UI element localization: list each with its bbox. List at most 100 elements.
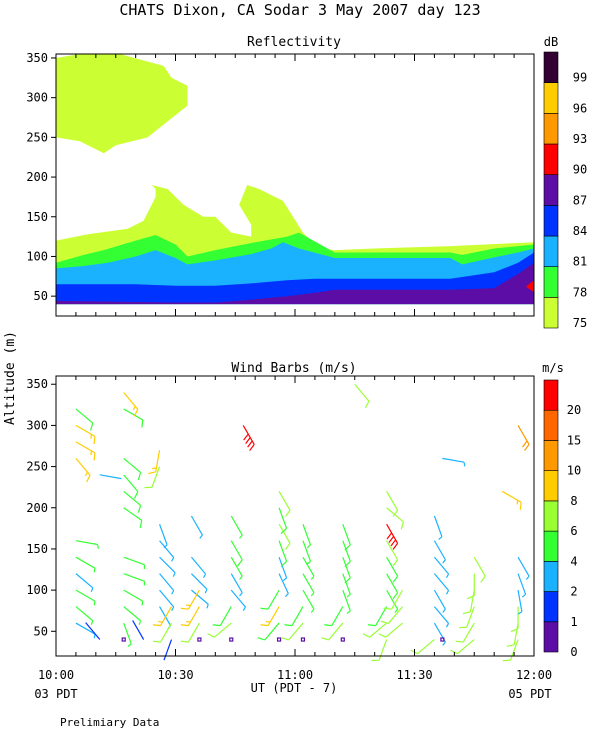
wind-barb [433, 515, 443, 540]
wind-barb-feather [388, 536, 395, 543]
wind-barb [230, 515, 243, 539]
wind-colorbar-label: 20 [567, 403, 581, 417]
wind-barb [517, 573, 527, 598]
reflectivity-colorbar-label: 81 [573, 255, 587, 269]
wind-barb-staff [123, 474, 139, 493]
wind-barb-feather [285, 509, 291, 517]
wind-barb-feather [344, 560, 351, 568]
wind-barb [371, 639, 388, 662]
wind-barb-half-feather [525, 575, 530, 580]
wind-barb-staff [342, 573, 351, 595]
wind-barb-staff [386, 540, 399, 561]
wind-barb [260, 606, 280, 627]
wind-barb-feather [367, 624, 376, 627]
contour-region-90-0 [526, 280, 534, 293]
reflectivity-colorbar-swatch [543, 235, 559, 267]
wind-barb [190, 515, 203, 539]
wind-barb-staff [386, 507, 404, 523]
wind-barb [180, 589, 200, 610]
wind-barb-half-feather [93, 601, 96, 606]
wind-colorbar-swatch [543, 379, 559, 411]
wind-barbs-plot-frame [55, 375, 535, 657]
wind-barb [278, 573, 289, 598]
wind-barb-feather [324, 624, 332, 627]
wind-barb-half-feather [90, 587, 94, 593]
wind-barb-staff [433, 606, 450, 624]
wind-barb-staff [302, 540, 312, 562]
wind-calm-marker [229, 637, 234, 642]
reflectivity-y-tick-label: 100 [26, 249, 48, 263]
wind-colorbar-swatch [543, 621, 559, 653]
wind-colorbar-label: 2 [570, 585, 577, 599]
wind-barb-feather [506, 644, 515, 648]
wind-barb-staff [291, 606, 304, 626]
reflectivity-colorbar-label: 78 [573, 285, 587, 299]
wind-colorbar-label: 1 [570, 615, 577, 629]
wind-barb-staff [75, 457, 91, 476]
wind-barb [85, 622, 101, 640]
wind-barb-staff [278, 540, 288, 562]
reflectivity-colorbar-label: 90 [573, 163, 587, 177]
wind-barb [207, 622, 232, 638]
wind-barb-half-feather [239, 534, 243, 539]
wind-barb-staff [517, 573, 527, 595]
wind-barb-staff [230, 515, 243, 536]
wind-barb-feather [152, 624, 161, 627]
wind-barb-staff [302, 524, 312, 546]
wind-barb-staff [288, 622, 304, 641]
wind-y-tick-label: 100 [26, 583, 48, 597]
wind-barb-staff [219, 606, 232, 626]
reflectivity-y-tick-label: 300 [26, 91, 48, 105]
wind-barb-feather [344, 577, 351, 584]
wind-barb [75, 556, 96, 573]
wind-barb [278, 507, 288, 535]
wind-colorbar-label: 15 [567, 433, 581, 447]
wind-barb-half-feather [310, 592, 315, 597]
wind-colorbar-label: 6 [570, 524, 577, 538]
wind-barb-feather [260, 624, 269, 627]
wind-barb-half-feather [265, 620, 271, 623]
wind-barb-feather [392, 509, 399, 517]
wind-x-tick-label: 11:30 [396, 668, 432, 682]
wind-barb-staff [190, 556, 207, 575]
wind-barb [302, 589, 315, 613]
reflectivity-colorbar-swatch [543, 51, 559, 83]
wind-barb [342, 589, 351, 615]
reflectivity-colorbar-label: 93 [573, 132, 587, 146]
wind-barb-feather [257, 637, 266, 641]
wind-barb-half-feather [306, 560, 311, 565]
wind-barb-half-feather [517, 611, 523, 615]
wind-barb-staff [75, 606, 94, 622]
wind-barb-staff [517, 590, 523, 612]
wind-barb-half-feather [445, 573, 450, 579]
wind-barb-half-feather [93, 568, 96, 573]
contour-region-87-0 [56, 262, 534, 305]
wind-barb-half-feather [84, 471, 89, 477]
wind-barb [75, 573, 94, 593]
reflectivity-colorbar-unit: dB [544, 35, 558, 49]
wind-barb-feather [180, 624, 189, 627]
wind-barb-half-feather [463, 462, 466, 467]
wind-calm-marker [276, 637, 282, 642]
wind-barb-feather [93, 452, 96, 461]
wind-barb-staff [187, 606, 200, 626]
wind-colorbar-label: 8 [570, 494, 577, 508]
reflectivity-colorbar-label: 96 [573, 101, 587, 115]
wind-barb [383, 589, 404, 610]
wind-barb-staff [302, 573, 315, 593]
wind-barb [75, 622, 96, 639]
wind-barb-feather [245, 437, 251, 444]
reflectivity-y-tick-label: 350 [26, 51, 48, 65]
wind-barb-staff [442, 457, 465, 463]
wind-barb [342, 573, 351, 598]
wind-colorbar-label: 4 [570, 554, 577, 568]
wind-barb [123, 490, 142, 513]
wind-barb [152, 622, 173, 643]
wind-barb [433, 589, 446, 613]
wind-barb-staff [328, 622, 344, 641]
wind-barb-staff [75, 540, 98, 546]
wind-barb-staff [342, 540, 351, 562]
wind-barb [123, 408, 144, 428]
wind-barb-half-feather [93, 633, 96, 639]
